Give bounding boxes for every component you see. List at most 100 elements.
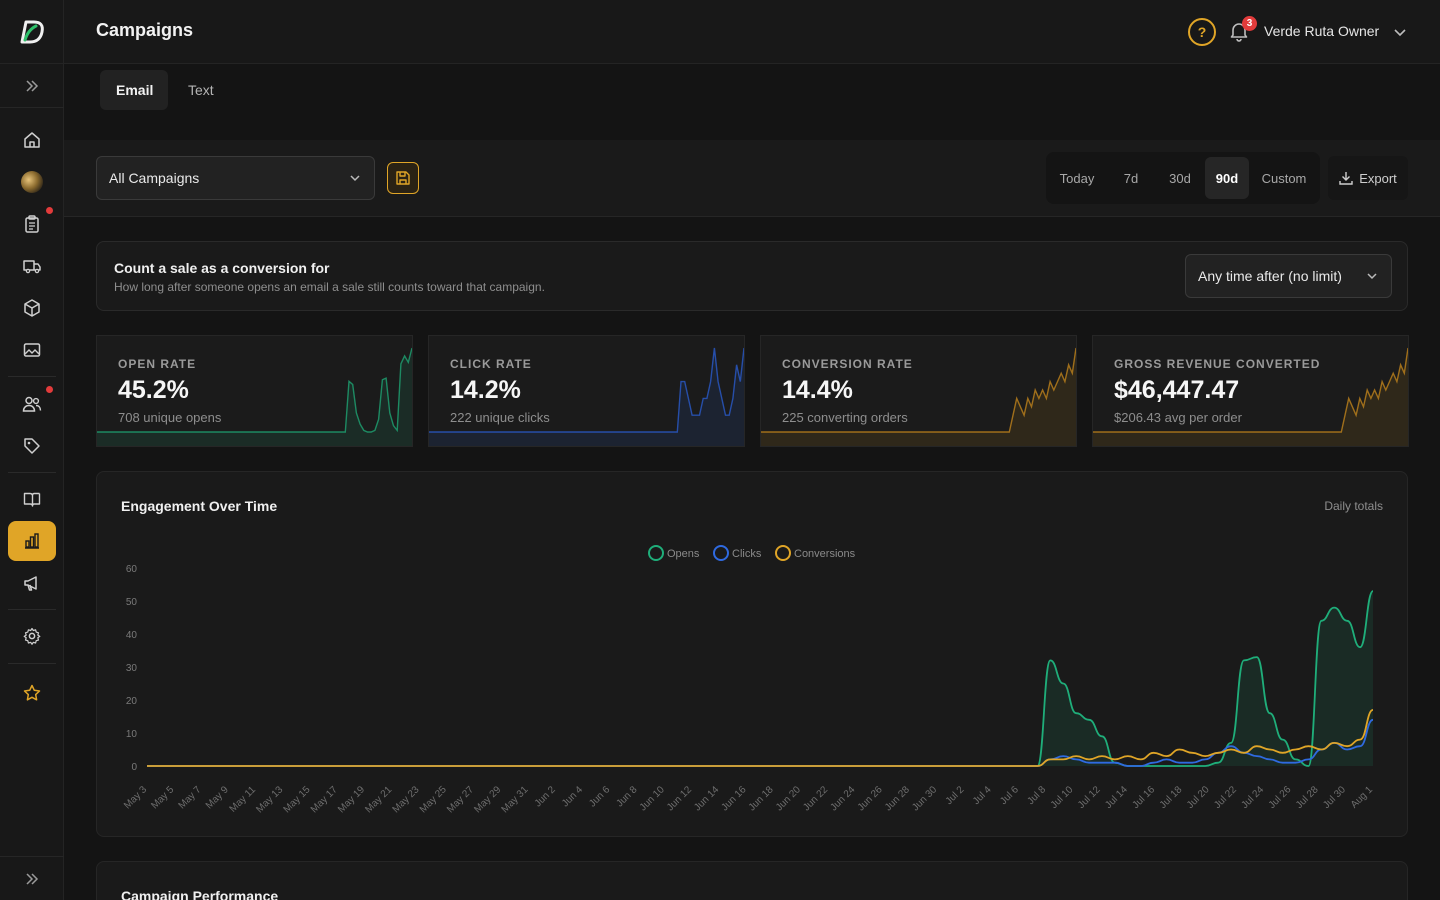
chevron-down-icon	[350, 175, 360, 182]
click-rate-sparkline	[429, 347, 744, 446]
chart-title: Engagement Over Time	[121, 498, 278, 514]
help-button[interactable]: ?	[1188, 18, 1216, 46]
conversion-window-description: How long after someone opens an email a …	[114, 280, 545, 294]
sidebar-item-products[interactable]	[8, 288, 56, 328]
notification-dot	[46, 386, 53, 393]
engagement-chart-card: Engagement Over Time Daily totals Opens C…	[96, 471, 1408, 837]
y-tick-label: 30	[126, 663, 138, 674]
x-tick-label: Jun 28	[883, 784, 912, 813]
legend-item-conversions[interactable]: Conversions	[775, 545, 856, 561]
x-tick-label: Jul 28	[1294, 784, 1321, 811]
x-tick-label: May 19	[336, 784, 367, 815]
box-icon	[24, 299, 40, 317]
notification-count-badge: 3	[1242, 16, 1257, 31]
conversion-window-title: Count a sale as a conversion for	[114, 260, 330, 276]
x-tick-label: May 21	[363, 784, 394, 815]
sidebar-item-settings[interactable]	[8, 616, 56, 656]
kpi-label: GROSS REVENUE CONVERTED	[1114, 357, 1321, 371]
sidebar-divider	[8, 472, 56, 473]
kpi-card-gross-revenue: GROSS REVENUE CONVERTED $46,447.47 $206.…	[1092, 335, 1409, 447]
sidebar-collapse-button[interactable]	[0, 856, 64, 900]
kpi-label: CLICK RATE	[450, 357, 532, 371]
page-title: Campaigns	[96, 20, 194, 40]
sidebar-item-marketing[interactable]	[8, 563, 56, 603]
x-tick-label: Jul 2	[944, 784, 967, 807]
save-icon	[396, 171, 410, 185]
sidebar-item-shipping[interactable]	[8, 246, 56, 286]
x-tick-label: Jul 24	[1239, 784, 1266, 811]
campaign-select[interactable]: All Campaigns	[96, 156, 375, 200]
range-7d-button[interactable]: 7d	[1123, 170, 1139, 186]
sparkline-area	[761, 348, 1076, 446]
campaign-performance-card: Campaign Performance	[96, 861, 1408, 900]
sidebar-item-orders[interactable]	[8, 204, 56, 244]
user-menu[interactable]: Verde Ruta Owner	[1264, 23, 1380, 39]
double-chevron-right-icon	[26, 79, 39, 92]
y-tick-label: 40	[126, 630, 138, 641]
sidebar	[0, 0, 64, 900]
notification-dot	[46, 207, 53, 214]
channel-tabs: Email Text	[64, 64, 1440, 140]
section-title: Campaign Performance	[121, 888, 279, 900]
main-content: Count a sale as a conversion for How lon…	[64, 217, 1440, 900]
sidebar-item-guides[interactable]	[8, 479, 56, 519]
x-tick-label: May 3	[122, 784, 149, 811]
range-custom-button[interactable]: Custom	[1261, 170, 1307, 186]
open-rate-sparkline	[97, 347, 412, 446]
legend-item-opens[interactable]: Opens	[648, 545, 700, 561]
export-button[interactable]: Export	[1328, 156, 1408, 200]
chevron-down-icon[interactable]	[1392, 24, 1408, 40]
revenue-sparkline	[1093, 347, 1408, 446]
conversion-window-select[interactable]: Any time after (no limit)	[1185, 254, 1392, 298]
sidebar-item-profile[interactable]	[8, 162, 56, 202]
sidebar-expand-button[interactable]	[0, 64, 64, 108]
notifications-button[interactable]	[1228, 20, 1252, 44]
kpi-value: 14.4%	[782, 376, 853, 404]
app-logo[interactable]	[0, 0, 64, 64]
kpi-subtext: 225 converting orders	[782, 410, 908, 425]
x-tick-label: Jul 16	[1131, 784, 1158, 811]
x-tick-label: Jul 8	[1025, 784, 1048, 807]
sidebar-item-home[interactable]	[8, 120, 56, 160]
star-icon	[23, 684, 41, 701]
x-tick-label: Jun 14	[692, 784, 721, 813]
x-tick-label: Jun 12	[665, 784, 694, 813]
sidebar-item-media[interactable]	[8, 330, 56, 370]
sidebar-item-customers[interactable]	[8, 384, 56, 424]
x-tick-label: May 27	[445, 784, 476, 815]
conversion-rate-sparkline	[761, 347, 1076, 446]
x-tick-label: Jun 8	[614, 784, 639, 809]
bell-icon	[1230, 23, 1248, 42]
y-tick-label: 0	[131, 762, 137, 773]
x-tick-label: Jun 20	[774, 784, 803, 813]
x-tick-label: Jun 30	[910, 784, 939, 813]
truck-icon	[23, 260, 41, 274]
x-tick-label: Jul 26	[1267, 784, 1294, 811]
legend-item-clicks[interactable]: Clicks	[713, 545, 762, 561]
sidebar-item-analytics[interactable]	[8, 521, 56, 561]
range-90d-button[interactable]: 90d	[1205, 157, 1249, 199]
series-area-opens	[147, 591, 1373, 766]
x-tick-label: May 11	[228, 784, 259, 815]
sidebar-item-discounts[interactable]	[8, 426, 56, 466]
kpi-label: CONVERSION RATE	[782, 357, 913, 371]
tab-text[interactable]: Text	[188, 82, 214, 98]
range-today-button[interactable]: Today	[1059, 170, 1095, 186]
date-range-group: Today 7d 30d 90d Custom	[1046, 152, 1320, 204]
bar-chart-icon	[25, 533, 39, 549]
sidebar-item-favorites[interactable]	[8, 673, 56, 713]
kpi-subtext: 708 unique opens	[118, 410, 222, 425]
x-tick-label: Jul 6	[998, 784, 1021, 807]
range-30d-button[interactable]: 30d	[1169, 170, 1191, 186]
clipboard-icon	[25, 215, 39, 233]
x-tick-label: Jul 22	[1212, 784, 1239, 811]
kpi-card-conversion-rate: CONVERSION RATE 14.4% 225 converting ord…	[760, 335, 1077, 447]
campaign-select-value: All Campaigns	[109, 170, 200, 186]
sidebar-divider	[8, 376, 56, 377]
save-filter-button[interactable]	[387, 162, 419, 194]
sidebar-divider	[8, 609, 56, 610]
sparkline-area	[97, 348, 412, 446]
tab-email[interactable]: Email	[100, 70, 168, 110]
sparkline-area	[1093, 348, 1408, 446]
x-tick-label: May 5	[149, 784, 176, 811]
